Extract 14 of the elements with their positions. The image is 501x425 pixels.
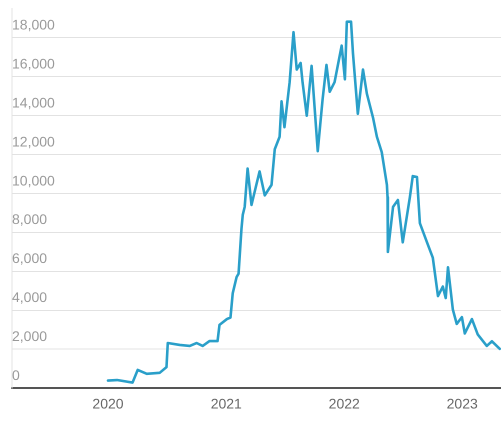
y-tick-label: 6,000 (12, 250, 48, 266)
y-tick-label: 18,000 (12, 16, 56, 32)
y-tick-label: 0 (12, 367, 20, 384)
x-tick-label: 2021 (210, 395, 242, 412)
y-tick-label: 16,000 (12, 55, 56, 72)
y-tick-label: 4,000 (12, 289, 48, 306)
y-tick-label: 12,000 (12, 133, 56, 150)
y-tick-label: 2,000 (12, 328, 48, 344)
x-tick-label: 2022 (328, 395, 360, 412)
y-tick-label: 14,000 (12, 94, 56, 110)
y-tick-label: 10,000 (12, 172, 56, 188)
x-tick-label: 2020 (92, 395, 124, 412)
y-tick-label: 8,000 (12, 211, 48, 228)
x-tick-label: 2023 (446, 395, 478, 412)
